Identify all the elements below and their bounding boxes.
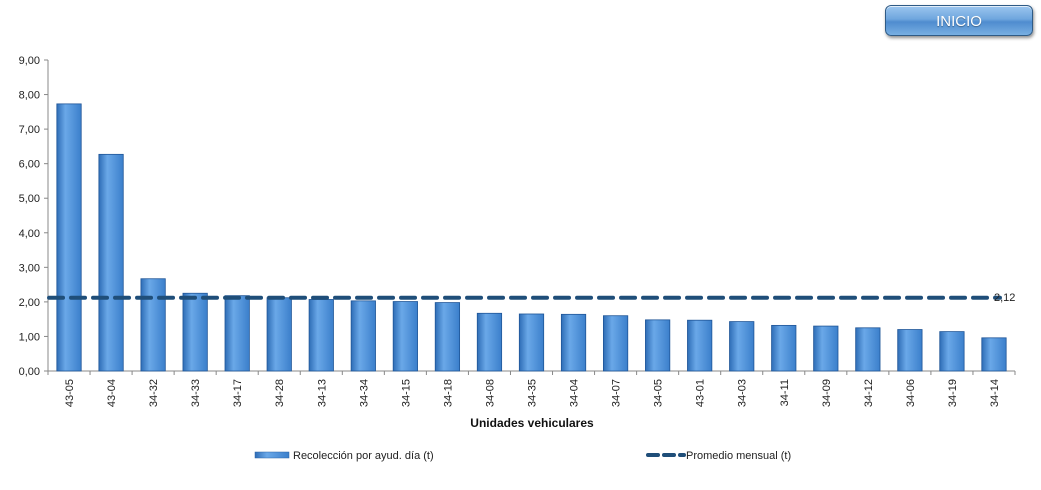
x-tick-label: 34-04 <box>569 379 581 407</box>
legend-bar-label: Recolección por ayud. día (t) <box>293 450 434 462</box>
bar <box>266 297 292 372</box>
x-tick-label: 34-05 <box>653 379 665 407</box>
x-tick-label: 34-33 <box>190 379 202 407</box>
y-tick-label: 2,00 <box>19 297 40 309</box>
bar <box>813 325 839 372</box>
y-tick-label: 3,00 <box>19 262 40 274</box>
bar <box>897 329 923 372</box>
bar <box>771 324 797 372</box>
y-tick-label: 4,00 <box>19 228 40 240</box>
y-tick-label: 5,00 <box>19 193 40 205</box>
y-tick-label: 6,00 <box>19 159 40 171</box>
bar <box>560 313 587 372</box>
average-label: 2,12 <box>994 292 1015 304</box>
x-tick-label: 34-07 <box>611 379 623 407</box>
x-tick-label: 34-19 <box>947 379 959 407</box>
x-tick-label: 34-35 <box>527 379 539 407</box>
bar <box>729 321 755 372</box>
y-tick-label: 9,00 <box>19 55 40 67</box>
x-tick-label: 34-17 <box>232 379 244 407</box>
bar <box>140 278 166 372</box>
y-tick-label: 1,00 <box>19 331 40 343</box>
y-tick-label: 8,00 <box>19 90 40 102</box>
x-tick-label: 34-18 <box>442 379 454 407</box>
inicio-button[interactable]: INICIO <box>885 5 1033 36</box>
x-tick-label: 34-09 <box>821 379 833 407</box>
x-tick-label: 34-06 <box>905 379 917 407</box>
x-tick-label: 43-04 <box>106 379 118 407</box>
y-tick-label: 7,00 <box>19 124 40 136</box>
x-tick-label: 34-14 <box>989 379 1001 407</box>
bar <box>602 315 629 372</box>
legend-bar-swatch <box>254 451 290 459</box>
x-tick-label: 34-28 <box>274 379 286 407</box>
legend-line-label: Promedio mensual (t) <box>686 450 791 462</box>
bar <box>687 319 713 372</box>
x-tick-label: 43-01 <box>695 379 707 407</box>
bar <box>645 319 671 372</box>
x-tick-label: 34-32 <box>148 379 160 407</box>
bar <box>518 313 545 372</box>
x-tick-label: 34-08 <box>484 379 496 407</box>
bar <box>224 295 250 372</box>
bar <box>476 312 503 372</box>
y-axis: 0,00 1,00 2,00 3,00 4,00 5,00 6,00 7,00 8,00 9,00 <box>19 55 49 378</box>
bar <box>56 103 82 372</box>
x-axis: 43-05 43-04 34-32 34-33 34-17 34-28 34-13 34-34… <box>47 370 1016 407</box>
x-tick-label: 34-12 <box>863 379 875 407</box>
legend: Recolección por ayud. día (t) Promedio m… <box>254 450 791 462</box>
x-tick-label: 34-34 <box>358 379 370 407</box>
bar <box>939 331 965 372</box>
x-tick-label: 34-13 <box>316 379 328 407</box>
bar <box>182 292 208 372</box>
x-tick-label: 34-03 <box>737 379 749 407</box>
bar <box>434 302 461 372</box>
x-tick-label: 34-11 <box>779 379 791 406</box>
x-tick-label: 34-15 <box>400 379 412 407</box>
bar <box>392 301 418 372</box>
bar <box>350 300 376 372</box>
bar <box>981 337 1007 372</box>
x-axis-title: Unidades vehiculares <box>470 416 594 430</box>
bar <box>98 153 124 372</box>
bar <box>855 327 881 372</box>
bar <box>308 299 334 372</box>
x-tick-label: 43-05 <box>64 379 76 407</box>
bars <box>56 103 1007 372</box>
y-tick-label: 0,00 <box>19 366 40 378</box>
